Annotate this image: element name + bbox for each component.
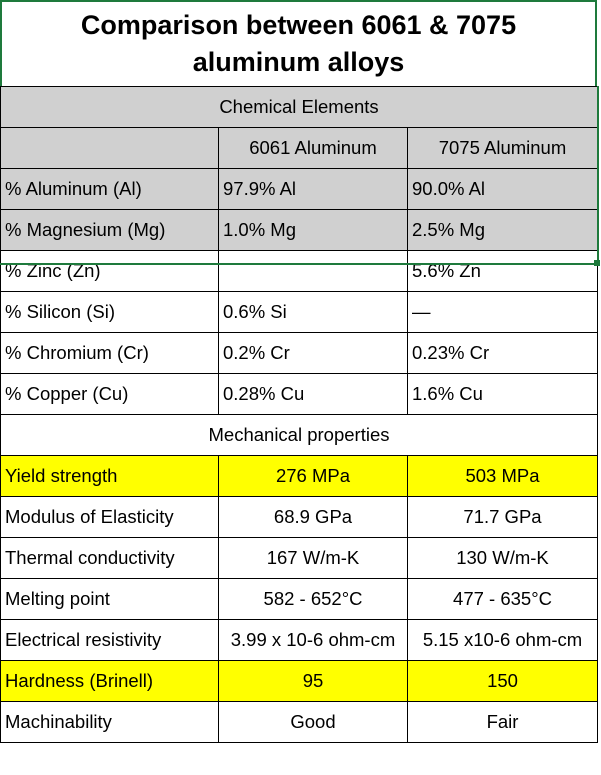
table-row: Machinability Good Fair	[0, 701, 598, 743]
table-row: Modulus of Elasticity 68.9 GPa 71.7 GPa	[0, 496, 598, 538]
section-header-chemical[interactable]: Chemical Elements	[0, 86, 598, 128]
table-cell[interactable]	[218, 250, 408, 292]
table-row: Mechanical properties	[0, 414, 598, 456]
row-label[interactable]: Electrical resistivity	[0, 619, 219, 661]
row-label[interactable]: % Magnesium (Mg)	[0, 209, 219, 251]
row-label[interactable]: Melting point	[0, 578, 219, 620]
table-cell[interactable]: 0.23% Cr	[407, 332, 598, 374]
table-cell[interactable]: 276 MPa	[218, 455, 408, 497]
table-cell[interactable]: 0.6% Si	[218, 291, 408, 333]
page-title[interactable]: Comparison between 6061 & 7075 aluminum …	[0, 0, 597, 86]
row-label[interactable]: Yield strength	[0, 455, 219, 497]
row-label[interactable]: % Copper (Cu)	[0, 373, 219, 415]
table-row: % Silicon (Si) 0.6% Si —	[0, 291, 598, 333]
column-header-7075[interactable]: 7075 Aluminum	[407, 127, 598, 169]
table-row: % Chromium (Cr) 0.2% Cr 0.23% Cr	[0, 332, 598, 374]
table-cell[interactable]: 150	[407, 660, 598, 702]
table-cell[interactable]: —	[407, 291, 598, 333]
row-label[interactable]: Modulus of Elasticity	[0, 496, 219, 538]
table-row: % Zinc (Zn) 5.6% Zn	[0, 250, 598, 292]
table-cell[interactable]: Fair	[407, 701, 598, 743]
section-header-mechanical[interactable]: Mechanical properties	[0, 414, 598, 456]
row-label[interactable]: % Zinc (Zn)	[0, 250, 219, 292]
row-label[interactable]: Hardness (Brinell)	[0, 660, 219, 702]
table-cell[interactable]: 5.15 x10-6 ohm-cm	[407, 619, 598, 661]
table-cell[interactable]: 1.0% Mg	[218, 209, 408, 251]
row-label[interactable]: Thermal conductivity	[0, 537, 219, 579]
table-row: % Aluminum (Al) 97.9% Al 90.0% Al	[0, 168, 598, 210]
table-cell[interactable]: 1.6% Cu	[407, 373, 598, 415]
table-row: Chemical Elements	[0, 86, 598, 128]
table-cell[interactable]: 95	[218, 660, 408, 702]
table-row: % Magnesium (Mg) 1.0% Mg 2.5% Mg	[0, 209, 598, 251]
table-cell[interactable]: 0.28% Cu	[218, 373, 408, 415]
table-cell[interactable]: 477 - 635°C	[407, 578, 598, 620]
table-cell[interactable]: 130 W/m-K	[407, 537, 598, 579]
comparison-table: Chemical Elements 6061 Aluminum 7075 Alu…	[0, 86, 598, 743]
table-cell[interactable]: 5.6% Zn	[407, 250, 598, 292]
table-cell[interactable]: 71.7 GPa	[407, 496, 598, 538]
table-cell[interactable]: 167 W/m-K	[218, 537, 408, 579]
row-label[interactable]: Machinability	[0, 701, 219, 743]
table-cell[interactable]: 3.99 x 10-6 ohm-cm	[218, 619, 408, 661]
table-cell[interactable]: 582 - 652°C	[218, 578, 408, 620]
table-cell[interactable]: 0.2% Cr	[218, 332, 408, 374]
table-row: Electrical resistivity 3.99 x 10-6 ohm-c…	[0, 619, 598, 661]
column-header-6061[interactable]: 6061 Aluminum	[218, 127, 408, 169]
table-row: Melting point 582 - 652°C 477 - 635°C	[0, 578, 598, 620]
selection-border-right	[597, 86, 599, 264]
table-row: Thermal conductivity 167 W/m-K 130 W/m-K	[0, 537, 598, 579]
selection-border-bottom	[0, 263, 599, 265]
row-label[interactable]: % Chromium (Cr)	[0, 332, 219, 374]
table-cell[interactable]: 2.5% Mg	[407, 209, 598, 251]
table-row: 6061 Aluminum 7075 Aluminum	[0, 127, 598, 169]
table-cell[interactable]: 68.9 GPa	[218, 496, 408, 538]
table-row: Hardness (Brinell) 95 150	[0, 660, 598, 702]
table-cell[interactable]: 97.9% Al	[218, 168, 408, 210]
table-cell[interactable]: 503 MPa	[407, 455, 598, 497]
row-label[interactable]: % Silicon (Si)	[0, 291, 219, 333]
table-row: Yield strength 276 MPa 503 MPa	[0, 455, 598, 497]
table-cell[interactable]: 90.0% Al	[407, 168, 598, 210]
fill-handle[interactable]	[594, 260, 600, 266]
row-label[interactable]: % Aluminum (Al)	[0, 168, 219, 210]
table-row: % Copper (Cu) 0.28% Cu 1.6% Cu	[0, 373, 598, 415]
table-cell[interactable]	[0, 127, 219, 169]
table-cell[interactable]: Good	[218, 701, 408, 743]
